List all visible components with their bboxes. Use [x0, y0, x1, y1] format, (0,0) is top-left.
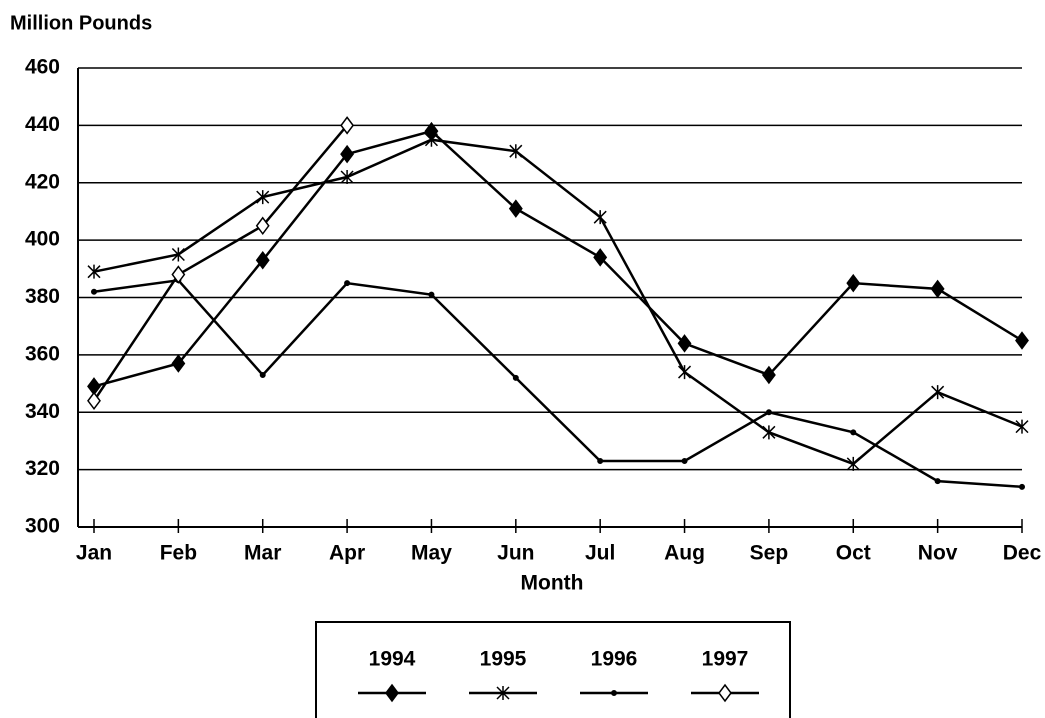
x-tick-label: Jan [76, 542, 112, 565]
series-line [93, 138, 1023, 466]
marker [496, 686, 510, 700]
marker [344, 280, 351, 287]
legend-label: 1996 [591, 648, 638, 671]
marker [593, 210, 607, 225]
marker [171, 354, 186, 373]
marker [1015, 419, 1029, 434]
marker [1019, 483, 1025, 490]
x-tick-label: Apr [329, 542, 365, 565]
marker [611, 690, 617, 696]
marker [512, 374, 519, 381]
x-tick-label: Dec [1003, 542, 1042, 565]
marker [681, 458, 688, 465]
marker [850, 429, 857, 436]
marker [597, 458, 604, 465]
marker [256, 190, 270, 205]
marker [428, 291, 435, 298]
x-tick-label: Jun [497, 542, 534, 565]
marker [718, 683, 732, 703]
marker [677, 334, 692, 353]
x-tick-label: Mar [244, 542, 281, 565]
marker [171, 247, 185, 262]
y-tick-label: 380 [25, 285, 60, 308]
marker [1015, 331, 1029, 350]
legend-box [315, 621, 791, 718]
legend-label: 1994 [369, 648, 416, 671]
x-tick-label: May [411, 542, 452, 565]
marker [340, 170, 354, 185]
x-axis-label: Month [521, 572, 584, 595]
marker [255, 216, 270, 236]
marker [761, 365, 776, 385]
y-tick-label: 400 [25, 228, 60, 251]
marker [593, 248, 608, 267]
marker [87, 264, 101, 279]
y-tick-label: 320 [25, 457, 60, 480]
y-tick-label: 360 [25, 342, 60, 365]
marker [846, 273, 861, 293]
marker [87, 391, 101, 411]
marker [765, 409, 772, 416]
marker [931, 385, 945, 400]
marker [846, 456, 860, 471]
x-tick-label: Jul [585, 542, 615, 565]
series-line [93, 278, 1023, 489]
marker [508, 199, 523, 218]
marker [259, 371, 266, 378]
marker [385, 683, 399, 703]
x-tick-label: Sep [750, 542, 789, 565]
marker [509, 144, 523, 159]
x-tick-label: Oct [836, 542, 871, 565]
marker [934, 478, 941, 485]
series-line [92, 124, 349, 402]
marker [91, 288, 97, 295]
marker [340, 144, 355, 164]
marker [424, 132, 438, 147]
y-axis-label: Million Pounds [10, 12, 152, 34]
y-tick-label: 440 [25, 113, 60, 136]
x-tick-label: Nov [918, 542, 958, 565]
marker [171, 265, 186, 284]
series-line [93, 129, 1023, 388]
x-tick-label: Feb [160, 542, 197, 565]
marker [762, 425, 776, 440]
y-tick-label: 460 [25, 56, 60, 79]
x-tick-label: Aug [664, 542, 705, 565]
y-tick-label: 300 [25, 515, 60, 538]
marker [930, 279, 945, 299]
legend-label: 1995 [480, 648, 527, 671]
y-tick-label: 420 [25, 170, 60, 193]
marker [340, 116, 355, 135]
legend-label: 1997 [702, 648, 749, 671]
marker [255, 250, 270, 270]
marker [678, 365, 692, 380]
y-tick-label: 340 [25, 400, 60, 423]
